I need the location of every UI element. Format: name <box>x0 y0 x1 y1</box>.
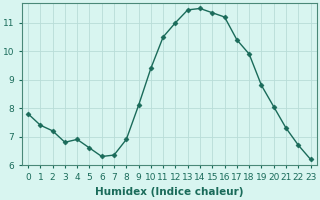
X-axis label: Humidex (Indice chaleur): Humidex (Indice chaleur) <box>95 187 244 197</box>
